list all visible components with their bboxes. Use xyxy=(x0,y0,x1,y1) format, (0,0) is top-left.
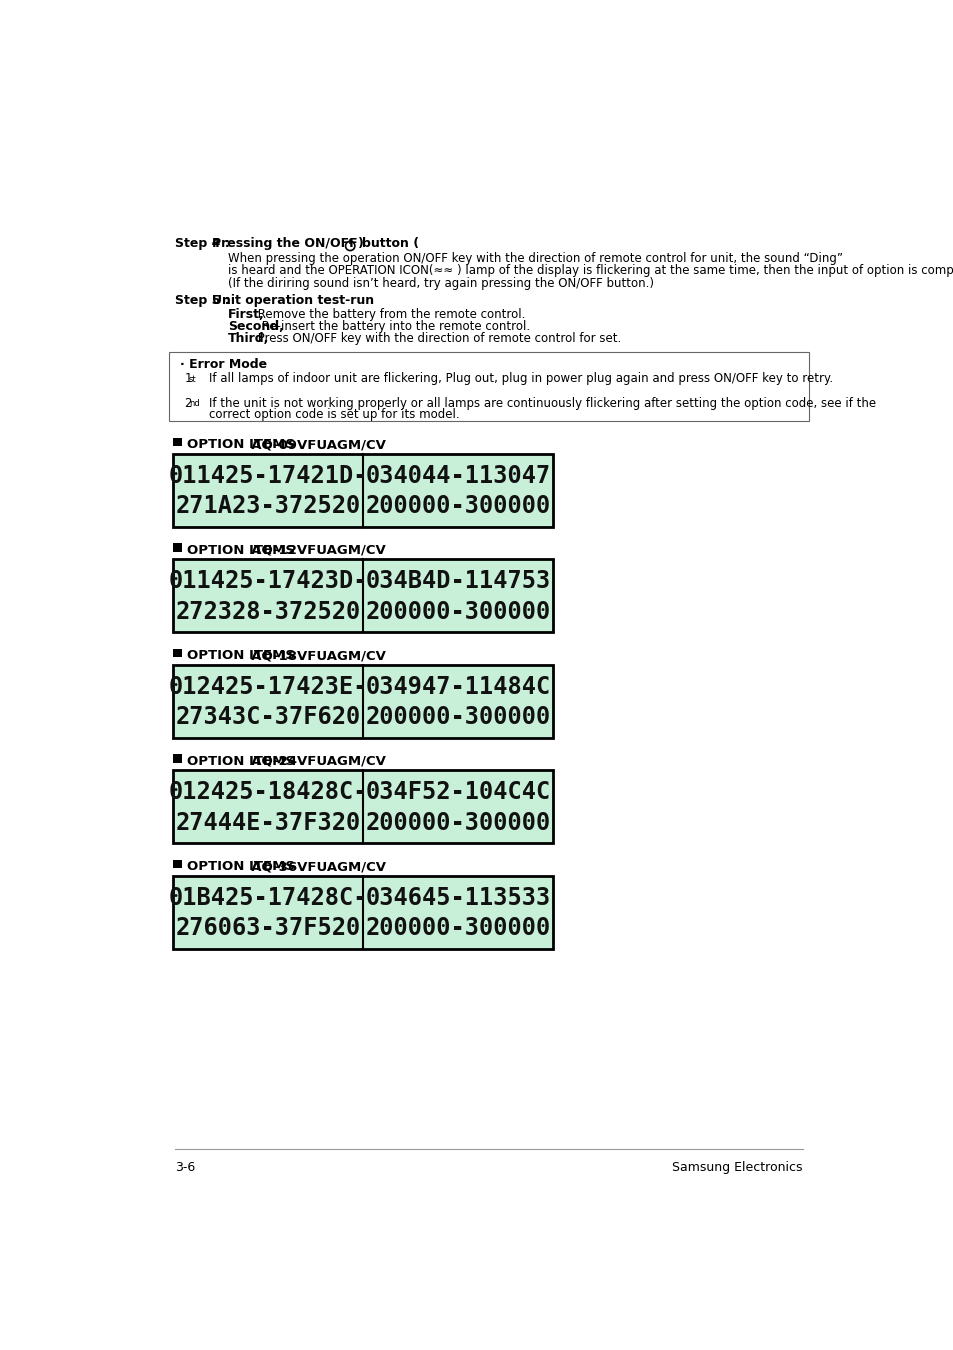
Text: AQ-24VFUAGM/CV: AQ-24VFUAGM/CV xyxy=(242,755,386,768)
Text: 3-6: 3-6 xyxy=(174,1161,195,1174)
Text: 200000-300000: 200000-300000 xyxy=(365,706,551,729)
Text: AQ-09VFUAGM/CV: AQ-09VFUAGM/CV xyxy=(242,439,386,451)
Bar xyxy=(173,454,553,526)
Text: nd: nd xyxy=(189,400,199,408)
Text: OPTION ITEMS: OPTION ITEMS xyxy=(187,860,294,873)
Text: Unit operation test-run: Unit operation test-run xyxy=(212,294,374,306)
Text: Second,: Second, xyxy=(228,320,283,333)
Text: Step 5 :: Step 5 : xyxy=(174,294,233,306)
Text: 034645-113533: 034645-113533 xyxy=(365,886,551,910)
Text: 2: 2 xyxy=(184,397,192,410)
Bar xyxy=(173,648,182,657)
Text: When pressing the operation ON/OFF key with the direction of remote control for : When pressing the operation ON/OFF key w… xyxy=(228,252,841,265)
Text: OPTION ITEMS: OPTION ITEMS xyxy=(187,439,294,451)
Text: 200000-300000: 200000-300000 xyxy=(365,917,551,941)
Text: 200000-300000: 200000-300000 xyxy=(365,811,551,834)
Text: Press ON/OFF key with the direction of remote control for set.: Press ON/OFF key with the direction of r… xyxy=(253,332,620,346)
Text: 034044-113047: 034044-113047 xyxy=(365,464,551,487)
Text: Third,: Third, xyxy=(228,332,269,346)
Text: Pressing the ON/OFF button (: Pressing the ON/OFF button ( xyxy=(212,236,419,250)
Bar xyxy=(173,559,553,632)
Text: 012425-18428C-: 012425-18428C- xyxy=(169,780,368,805)
Text: AQ-36VFUAGM/CV: AQ-36VFUAGM/CV xyxy=(242,860,386,873)
Bar xyxy=(173,664,553,738)
Bar xyxy=(173,755,182,763)
Text: 200000-300000: 200000-300000 xyxy=(365,599,551,624)
Text: ): ) xyxy=(357,236,363,250)
Bar xyxy=(173,437,182,446)
Text: Re-insert the battery into the remote control.: Re-insert the battery into the remote co… xyxy=(258,320,530,333)
Text: If the unit is not working properly or all lamps are continuously flickering aft: If the unit is not working properly or a… xyxy=(209,397,876,410)
Text: OPTION ITEMS: OPTION ITEMS xyxy=(187,755,294,768)
Text: 27444E-37F320: 27444E-37F320 xyxy=(175,811,360,834)
Text: correct option code is set up for its model.: correct option code is set up for its mo… xyxy=(209,409,459,421)
Text: OPTION ITEMS: OPTION ITEMS xyxy=(187,649,294,663)
Bar xyxy=(173,771,553,844)
Text: AQ-12VFUAGM/CV: AQ-12VFUAGM/CV xyxy=(242,544,386,558)
Text: If all lamps of indoor unit are flickering, Plug out, plug in power plug again a: If all lamps of indoor unit are flickeri… xyxy=(209,373,832,385)
Text: is heard and the OPERATION ICON(≈≈ ) lamp of the display is flickering at the sa: is heard and the OPERATION ICON(≈≈ ) lam… xyxy=(228,265,953,277)
Text: 01B425-17428C-: 01B425-17428C- xyxy=(169,886,368,910)
Text: 27343C-37F620: 27343C-37F620 xyxy=(175,706,360,729)
Bar xyxy=(173,543,182,552)
Text: OPTION ITEMS: OPTION ITEMS xyxy=(187,544,294,558)
Text: 034947-11484C: 034947-11484C xyxy=(365,675,551,699)
Text: Samsung Electronics: Samsung Electronics xyxy=(672,1161,802,1174)
Text: Step 4 :: Step 4 : xyxy=(174,236,233,250)
Text: 272328-372520: 272328-372520 xyxy=(175,599,360,624)
Text: 200000-300000: 200000-300000 xyxy=(365,494,551,518)
Text: 011425-17421D-: 011425-17421D- xyxy=(169,464,368,487)
Bar xyxy=(169,352,808,421)
Text: First,: First, xyxy=(228,308,264,320)
Bar xyxy=(173,876,553,949)
Text: 011425-17423D-: 011425-17423D- xyxy=(169,570,368,593)
Text: AQ-18VFUAGM/CV: AQ-18VFUAGM/CV xyxy=(242,649,386,663)
Text: 034F52-104C4C: 034F52-104C4C xyxy=(365,780,551,805)
Text: 276063-37F520: 276063-37F520 xyxy=(175,917,360,941)
Text: Remove the battery from the remote control.: Remove the battery from the remote contr… xyxy=(253,308,524,320)
Text: 012425-17423E-: 012425-17423E- xyxy=(169,675,368,699)
Text: (If the diriring sound isn’t heard, try again pressing the ON/OFF button.): (If the diriring sound isn’t heard, try … xyxy=(228,277,653,290)
Text: 271A23-372520: 271A23-372520 xyxy=(175,494,360,518)
Bar xyxy=(173,860,182,868)
Text: 1: 1 xyxy=(184,373,192,385)
Text: · Error Mode: · Error Mode xyxy=(179,358,267,371)
Text: 034B4D-114753: 034B4D-114753 xyxy=(365,570,551,593)
Text: st: st xyxy=(189,374,196,383)
